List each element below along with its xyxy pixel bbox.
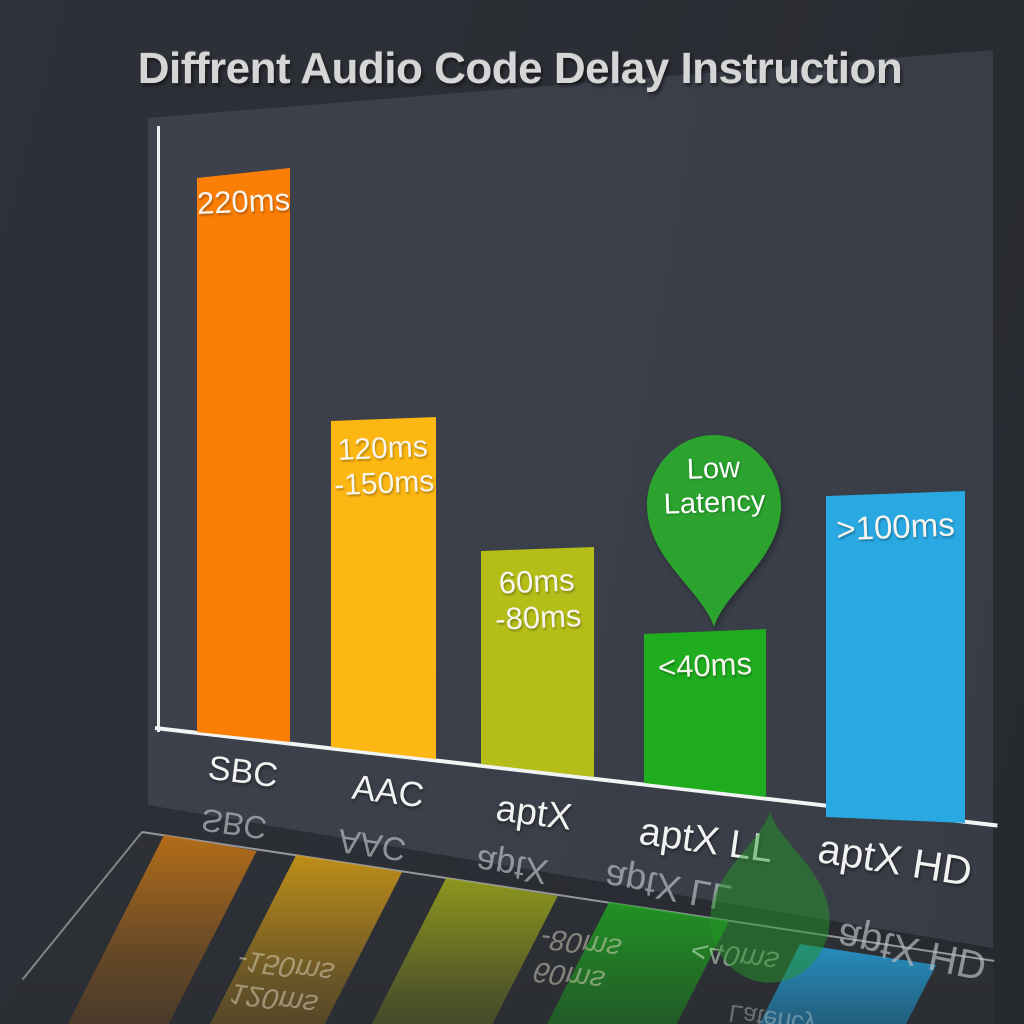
bar-aptx <box>481 547 594 777</box>
value-line: -80ms <box>494 598 583 637</box>
low-latency-line1: Low <box>686 452 741 486</box>
value-label-aptx-hd: >100ms <box>825 505 966 549</box>
y-axis-line <box>157 126 160 732</box>
value-line: 60ms <box>498 562 576 601</box>
value-line: >100ms <box>835 505 956 548</box>
reflection-low-latency-pin-icon <box>710 811 830 983</box>
low-latency-label: Low Latency <box>640 449 788 522</box>
value-label-aac: 120ms -150ms <box>330 430 438 504</box>
chart-title: Diffrent Audio Code Delay Instruction <box>137 44 903 93</box>
bar-aptx-hd <box>826 491 965 823</box>
value-line: -150ms <box>333 464 435 502</box>
low-latency-pin-icon <box>647 435 781 627</box>
bar-aptx-ll <box>644 629 766 797</box>
value-label-sbc: 220ms <box>196 182 290 222</box>
value-line: 120ms <box>336 430 429 467</box>
value-line: 220ms <box>196 181 291 222</box>
bar-aac <box>331 417 436 759</box>
low-latency-line2: Latency <box>663 485 766 521</box>
value-label-aptx: 60ms -80ms <box>479 562 595 639</box>
value-line: <40ms <box>657 645 753 686</box>
value-label-aptx-ll: <40ms <box>643 645 766 686</box>
bar-sbc <box>197 168 290 742</box>
